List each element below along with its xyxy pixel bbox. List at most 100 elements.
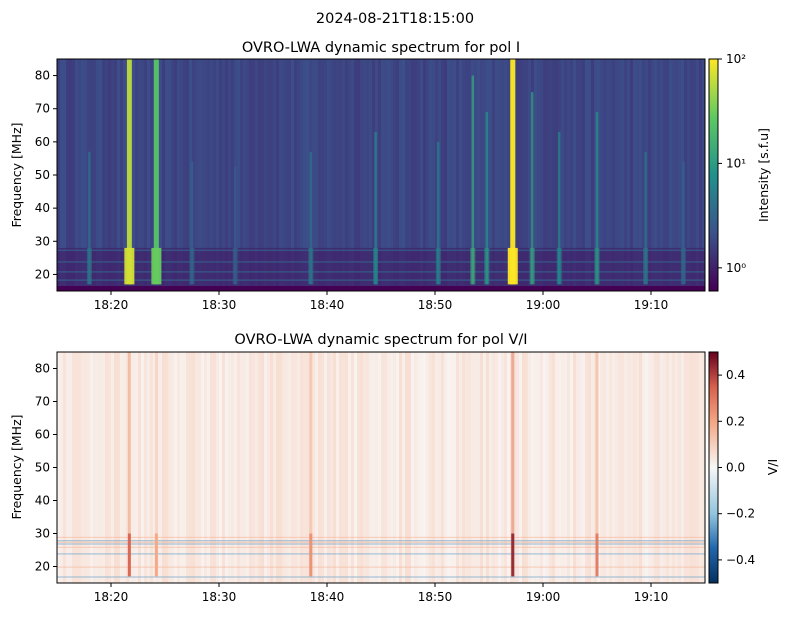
vi-background-column	[126, 352, 129, 583]
vi-background-column	[201, 352, 204, 583]
intensity-background-column	[552, 59, 555, 291]
vi-background-column	[408, 352, 411, 583]
vi-background-column	[375, 352, 378, 583]
vi-colorbar-ticks: −0.4 −0.2 0.0 0.2 0.4	[718, 368, 755, 567]
vi-background-column	[111, 352, 114, 583]
intensity-background-column	[216, 59, 219, 291]
intensity-background-column	[228, 59, 231, 291]
intensity-background-column	[459, 59, 462, 291]
intensity-background-column	[57, 59, 60, 291]
intensity-background-column	[165, 59, 168, 291]
y-tick-label: 50	[35, 461, 50, 475]
intensity-background-column	[132, 59, 135, 291]
vi-background-column	[306, 352, 309, 583]
intensity-background-column	[378, 59, 381, 291]
intensity-background-column	[663, 59, 666, 291]
x-tick-label: 18:50	[418, 298, 453, 312]
vi-rfi-line	[57, 553, 705, 555]
vi-background-column	[567, 352, 570, 583]
vi-rfi-line	[57, 546, 705, 548]
intensity-background-column	[678, 59, 681, 291]
vi-background-column	[66, 352, 69, 583]
vi-background-column	[345, 352, 348, 583]
x-tick-label: 19:00	[526, 298, 561, 312]
intensity-background-column	[465, 59, 468, 291]
vi-background-column	[315, 352, 318, 583]
vi-background-column	[534, 352, 537, 583]
intensity-background-column	[258, 59, 261, 291]
vi-background-column	[282, 352, 285, 583]
vi-background-column	[483, 352, 486, 583]
intensity-background-column	[444, 59, 447, 291]
intensity-background-column	[699, 59, 702, 291]
vi-rfi-line	[57, 576, 705, 578]
intensity-background-column	[264, 59, 267, 291]
vi-background-column	[579, 352, 582, 583]
vi-background-column	[369, 352, 372, 583]
vi-background-column	[669, 352, 672, 583]
vi-background-column	[387, 352, 390, 583]
intensity-background-column	[135, 59, 138, 291]
intensity-background-column	[507, 59, 510, 291]
intensity-background-column	[519, 59, 522, 291]
intensity-background-column	[516, 59, 519, 291]
vi-background-column	[486, 352, 489, 583]
intensity-background-column	[387, 59, 390, 291]
intensity-background-column	[501, 59, 504, 291]
vi-background-column	[378, 352, 381, 583]
vi-background-column	[693, 352, 696, 583]
intensity-background-column	[672, 59, 675, 291]
intensity-burst	[190, 161, 194, 285]
intensity-background-column	[324, 59, 327, 291]
intensity-background-column	[120, 59, 123, 291]
vi-background-column	[393, 352, 396, 583]
vi-background-column	[591, 352, 594, 583]
vi-background-column	[93, 352, 96, 583]
intensity-burst	[126, 59, 132, 285]
vi-background-column	[321, 352, 324, 583]
intensity-burst	[557, 131, 561, 285]
vi-background-column	[525, 352, 528, 583]
vi-y-axis: 20 30 40 50 60 70 80	[35, 362, 57, 574]
colorbar-tick-label: 10¹	[726, 156, 746, 170]
vi-background-column	[288, 352, 291, 583]
intensity-background-column	[180, 59, 183, 291]
vi-background-column	[411, 352, 414, 583]
vi-background-column	[507, 352, 510, 583]
vi-background-column	[117, 352, 120, 583]
vi-background-column	[102, 352, 105, 583]
intensity-background-column	[534, 59, 537, 291]
intensity-background-column	[81, 59, 84, 291]
intensity-burst	[153, 59, 159, 285]
vi-background-column	[522, 352, 525, 583]
vi-background-column	[270, 352, 273, 583]
intensity-background-column	[207, 59, 210, 291]
vi-background-column	[234, 352, 237, 583]
vi-background-column	[252, 352, 255, 583]
vi-background-column	[324, 352, 327, 583]
intensity-background-column	[174, 59, 177, 291]
vi-background-column	[69, 352, 72, 583]
vi-background-column	[186, 352, 189, 583]
vi-background-column	[120, 352, 123, 583]
intensity-background-column	[147, 59, 150, 291]
intensity-background-column	[96, 59, 99, 291]
intensity-background-column	[114, 59, 117, 291]
intensity-background-column	[702, 59, 705, 291]
intensity-burst-base	[435, 247, 441, 285]
intensity-background-column	[339, 59, 342, 291]
intensity-background-column	[369, 59, 372, 291]
intensity-background-column	[261, 59, 264, 291]
intensity-background-column	[372, 59, 375, 291]
intensity-background-column	[687, 59, 690, 291]
intensity-background-column	[117, 59, 120, 291]
vi-background-column	[153, 352, 156, 583]
vi-background-column	[276, 352, 279, 583]
vi-background-column	[162, 352, 165, 583]
intensity-background-column	[504, 59, 507, 291]
intensity-burst-base	[308, 247, 314, 285]
intensity-background-column	[417, 59, 420, 291]
vi-background-column	[501, 352, 504, 583]
intensity-background-column	[255, 59, 258, 291]
colorbar-tick-label: −0.4	[726, 553, 755, 567]
